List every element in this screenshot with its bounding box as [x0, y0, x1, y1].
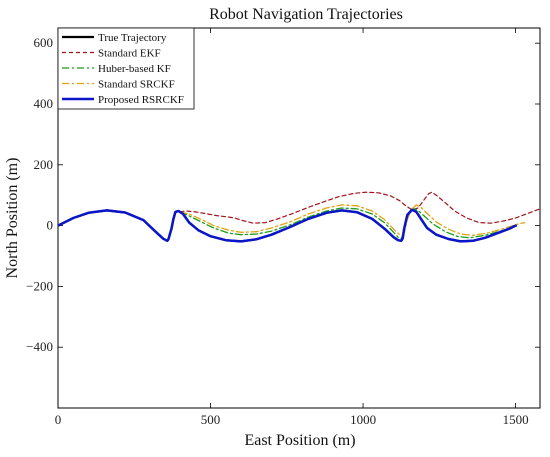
x-tick-label: 0: [55, 412, 62, 427]
chart-title: Robot Navigation Trajectories: [209, 6, 403, 23]
legend-label: Standard EKF: [98, 48, 161, 60]
series-line-3: [179, 204, 526, 236]
y-tick-label: 600: [34, 35, 54, 50]
legend-label: Proposed RSRCKF: [98, 94, 184, 106]
y-tick-label: 400: [34, 96, 54, 111]
legend-label: True Trajectory: [98, 32, 167, 44]
x-tick-label: 500: [201, 412, 221, 427]
series-line-4: [58, 208, 517, 243]
y-axis-label: North Position (m): [4, 158, 21, 279]
y-tick-label: −400: [26, 339, 53, 354]
x-axis-label: East Position (m): [244, 432, 355, 449]
y-tick-label: −200: [26, 278, 53, 293]
y-tick-label: 0: [47, 218, 54, 233]
x-tick-label: 1000: [350, 412, 376, 427]
series-line-1: [179, 191, 540, 224]
x-tick-label: 1500: [503, 412, 529, 427]
axis-ticks: 0 500 1000 1500 −400 −200 0 200 400 600: [26, 28, 540, 427]
legend-label: Standard SRCKF: [98, 79, 175, 91]
legend-label: Huber-based KF: [98, 63, 171, 75]
legend: True Trajectory Standard EKF Huber-based K…: [57, 27, 195, 110]
y-tick-label: 200: [34, 157, 54, 172]
series-layer: [58, 191, 540, 243]
